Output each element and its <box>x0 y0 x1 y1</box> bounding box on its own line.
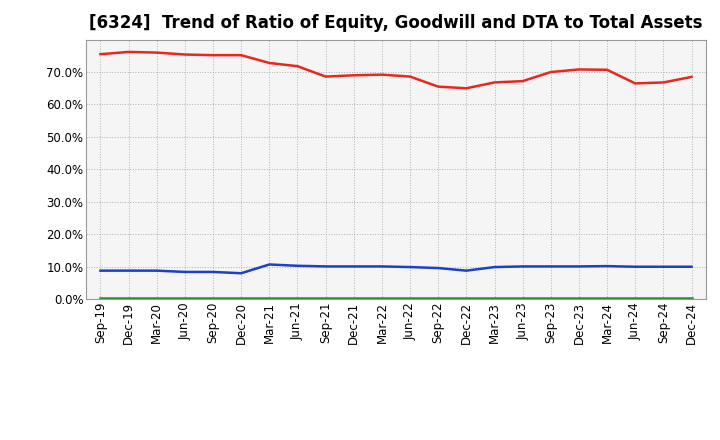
Equity <box>546 70 555 75</box>
Goodwill <box>265 262 274 267</box>
Goodwill <box>518 264 527 269</box>
Deferred Tax Assets <box>377 296 386 301</box>
Deferred Tax Assets <box>687 296 696 301</box>
Goodwill <box>462 268 471 273</box>
Equity <box>265 60 274 66</box>
Line: Goodwill: Goodwill <box>101 264 691 273</box>
Goodwill <box>603 264 611 269</box>
Title: [6324]  Trend of Ratio of Equity, Goodwill and DTA to Total Assets: [6324] Trend of Ratio of Equity, Goodwil… <box>89 15 703 33</box>
Deferred Tax Assets <box>603 296 611 301</box>
Goodwill <box>321 264 330 269</box>
Equity <box>518 78 527 84</box>
Deferred Tax Assets <box>462 296 471 301</box>
Equity <box>237 52 246 58</box>
Goodwill <box>237 271 246 276</box>
Goodwill <box>406 264 415 270</box>
Goodwill <box>349 264 358 269</box>
Equity <box>377 72 386 77</box>
Goodwill <box>434 265 443 271</box>
Equity <box>659 80 667 85</box>
Equity <box>406 74 415 79</box>
Equity <box>687 74 696 80</box>
Deferred Tax Assets <box>96 296 105 301</box>
Goodwill <box>659 264 667 269</box>
Goodwill <box>181 269 189 275</box>
Deferred Tax Assets <box>406 296 415 301</box>
Equity <box>631 81 639 86</box>
Deferred Tax Assets <box>153 296 161 301</box>
Equity <box>490 80 499 85</box>
Equity <box>181 52 189 57</box>
Deferred Tax Assets <box>125 296 133 301</box>
Deferred Tax Assets <box>321 296 330 301</box>
Deferred Tax Assets <box>631 296 639 301</box>
Deferred Tax Assets <box>659 296 667 301</box>
Deferred Tax Assets <box>293 296 302 301</box>
Goodwill <box>575 264 583 269</box>
Goodwill <box>209 269 217 275</box>
Deferred Tax Assets <box>181 296 189 301</box>
Goodwill <box>153 268 161 273</box>
Equity <box>575 67 583 72</box>
Goodwill <box>377 264 386 269</box>
Equity <box>293 63 302 69</box>
Goodwill <box>546 264 555 269</box>
Line: Equity: Equity <box>101 52 691 88</box>
Deferred Tax Assets <box>434 296 443 301</box>
Equity <box>434 84 443 89</box>
Deferred Tax Assets <box>209 296 217 301</box>
Goodwill <box>293 263 302 268</box>
Equity <box>209 52 217 58</box>
Goodwill <box>631 264 639 269</box>
Equity <box>125 49 133 55</box>
Deferred Tax Assets <box>237 296 246 301</box>
Deferred Tax Assets <box>518 296 527 301</box>
Equity <box>153 50 161 55</box>
Equity <box>96 51 105 57</box>
Equity <box>321 74 330 79</box>
Goodwill <box>490 264 499 270</box>
Deferred Tax Assets <box>575 296 583 301</box>
Deferred Tax Assets <box>490 296 499 301</box>
Goodwill <box>687 264 696 269</box>
Deferred Tax Assets <box>546 296 555 301</box>
Equity <box>349 73 358 78</box>
Deferred Tax Assets <box>349 296 358 301</box>
Equity <box>462 86 471 91</box>
Goodwill <box>125 268 133 273</box>
Deferred Tax Assets <box>265 296 274 301</box>
Equity <box>603 67 611 73</box>
Goodwill <box>96 268 105 273</box>
